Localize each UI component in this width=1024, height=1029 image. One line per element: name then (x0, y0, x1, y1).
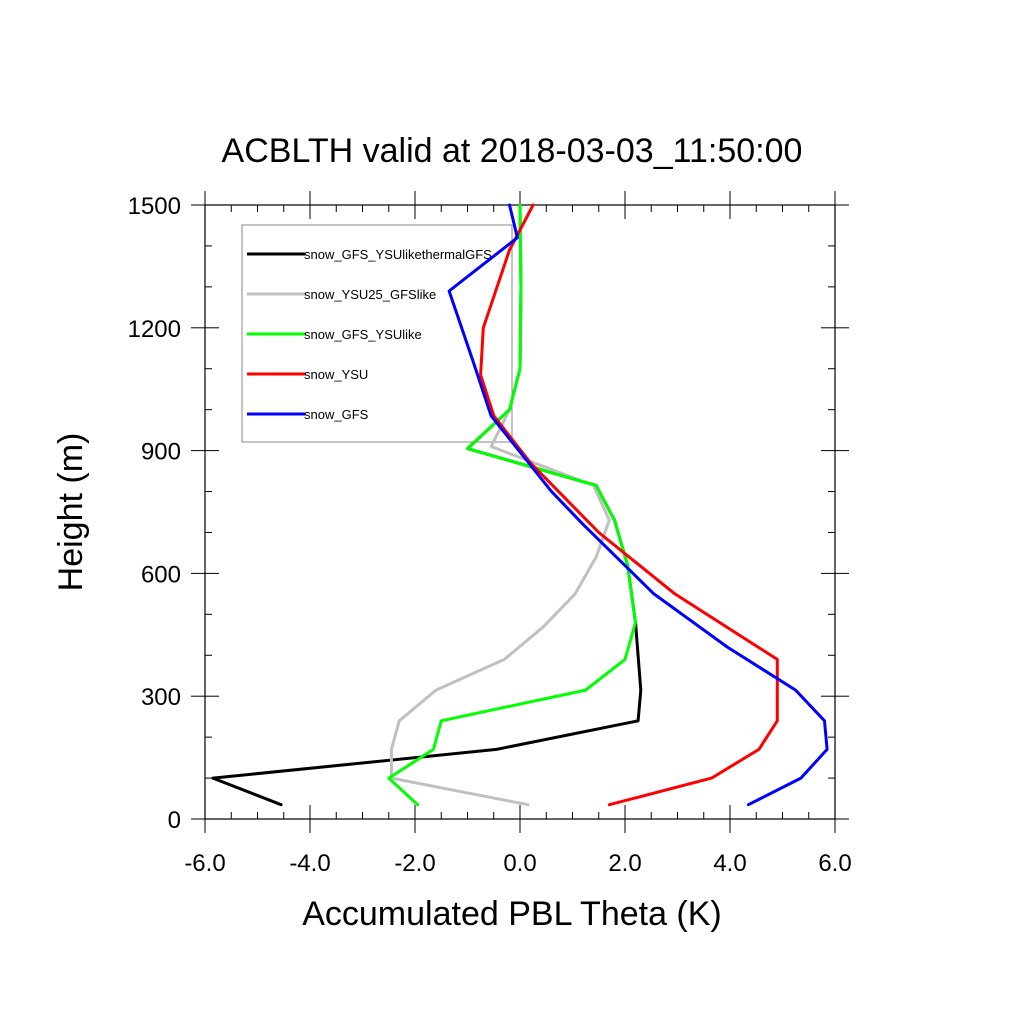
x-tick-label: 0.0 (503, 850, 536, 877)
legend-label: snow_GFS_YSUlikethermalGFS (304, 247, 492, 262)
legend-label: snow_GFS_YSUlike (304, 327, 422, 342)
x-axis-label: Accumulated PBL Theta (K) (302, 895, 722, 933)
y-tick-label: 600 (141, 561, 181, 588)
y-axis-label: Height (m) (52, 433, 90, 592)
legend-label: snow_YSU (304, 367, 368, 382)
legend-label: snow_GFS (304, 407, 369, 422)
y-tick-label: 1200 (128, 316, 181, 343)
legend-label: snow_YSU25_GFSlike (304, 287, 436, 302)
y-tick-label: 0 (168, 807, 181, 834)
x-tick-label: -4.0 (289, 850, 330, 877)
series-line-4 (481, 205, 778, 805)
x-tick-label: 6.0 (818, 850, 851, 877)
y-tick-label: 1500 (128, 193, 181, 220)
x-tick-label: -2.0 (394, 850, 435, 877)
x-tick-label: 2.0 (608, 850, 641, 877)
plot-area: -6.0 -4.0 -2.0 0.0 2.0 4.0 6.0 0 300 600 900 1200 15… (128, 191, 852, 877)
y-tick-label: 900 (141, 439, 181, 466)
chart-title: ACBLTH valid at 2018-03-03_11:50:00 (222, 132, 803, 170)
y-tick-label: 300 (141, 684, 181, 711)
x-tick-label: -6.0 (184, 850, 225, 877)
x-tick-label: 4.0 (713, 850, 746, 877)
